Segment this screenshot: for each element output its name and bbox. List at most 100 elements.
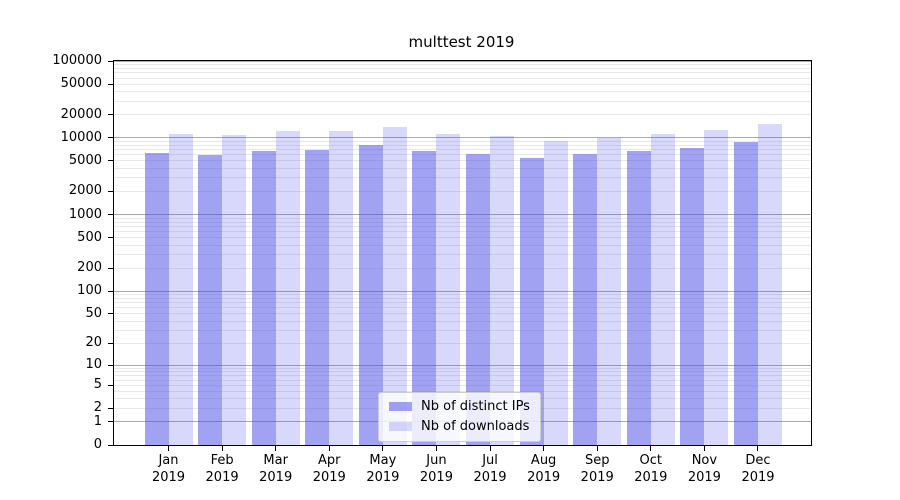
bar-downloads bbox=[543, 140, 568, 445]
y-tick-mark bbox=[108, 160, 113, 162]
minor-gridline bbox=[114, 217, 811, 219]
y-tick-label: 100 bbox=[77, 283, 102, 299]
x-tick-label-line: 2019 bbox=[366, 470, 400, 485]
y-tick-label: 1 bbox=[93, 413, 102, 429]
y-tick-mark bbox=[108, 137, 113, 139]
x-tick-label: Jul 2019 bbox=[450, 452, 530, 486]
x-tick-label: Dec 2019 bbox=[718, 452, 798, 486]
x-tick-label-line: 2019 bbox=[151, 470, 186, 485]
bar-downloads bbox=[275, 130, 300, 445]
minor-gridline bbox=[114, 114, 811, 116]
y-tick-label: 50 bbox=[85, 305, 102, 321]
x-tick-label: Sep 2019 bbox=[557, 452, 637, 486]
x-tick-mark bbox=[650, 446, 652, 451]
major-gridline bbox=[114, 60, 811, 62]
bar-downloads bbox=[329, 130, 354, 445]
x-tick-mark bbox=[703, 446, 705, 451]
x-tick-label-line: 2019 bbox=[473, 470, 507, 485]
minor-gridline bbox=[114, 320, 811, 322]
minor-gridline bbox=[114, 329, 811, 331]
legend-label: Nb of downloads bbox=[421, 419, 530, 434]
minor-gridline bbox=[114, 154, 811, 156]
bar-downloads bbox=[650, 134, 675, 445]
y-tick-label: 20 bbox=[85, 335, 102, 351]
minor-gridline bbox=[114, 77, 811, 79]
minor-gridline bbox=[114, 237, 811, 239]
bar-distinct-ips bbox=[626, 151, 651, 445]
x-tick-label-line: May bbox=[369, 453, 397, 468]
minor-gridline bbox=[114, 167, 811, 169]
bar-distinct-ips bbox=[573, 154, 598, 445]
bar-downloads bbox=[168, 133, 193, 445]
x-tick-label: Feb 2019 bbox=[182, 452, 262, 486]
x-tick-label-line: Apr bbox=[318, 453, 341, 468]
bar-distinct-ips bbox=[144, 153, 169, 445]
x-tick-mark bbox=[543, 446, 545, 451]
x-tick-label-line: 2019 bbox=[580, 470, 614, 485]
legend-label: Nb of distinct IPs bbox=[421, 399, 530, 414]
y-tick-mark bbox=[108, 407, 113, 409]
x-tick-label-line: 2019 bbox=[205, 470, 239, 485]
y-tick-mark bbox=[108, 83, 113, 85]
plot-area: Nb of distinct IPs Nb of downloads bbox=[113, 60, 812, 446]
minor-gridline bbox=[114, 267, 811, 269]
minor-gridline bbox=[114, 72, 811, 74]
x-tick-label-line: Jan bbox=[158, 453, 179, 468]
y-tick-label: 5000 bbox=[68, 152, 102, 168]
x-tick-label-line: Oct bbox=[639, 453, 663, 468]
x-tick-label: Nov 2019 bbox=[664, 452, 744, 486]
bar-downloads bbox=[757, 123, 782, 445]
x-tick-label-line: 2019 bbox=[687, 470, 721, 485]
x-tick-label: May 2019 bbox=[343, 452, 423, 486]
minor-gridline bbox=[114, 67, 811, 69]
y-tick-label: 10000 bbox=[60, 129, 102, 145]
bar-downloads bbox=[597, 138, 622, 445]
minor-gridline bbox=[114, 390, 811, 392]
legend-swatch-downloads bbox=[389, 422, 412, 431]
minor-gridline bbox=[114, 375, 811, 377]
x-tick-mark bbox=[757, 446, 759, 451]
x-tick-label-line: 2019 bbox=[259, 470, 293, 485]
chart-title: multtest 2019 bbox=[408, 33, 515, 51]
y-tick-mark bbox=[108, 114, 113, 116]
x-tick-mark bbox=[168, 446, 169, 451]
minor-gridline bbox=[114, 91, 811, 93]
minor-gridline bbox=[114, 342, 811, 344]
x-tick-label-line: Jun bbox=[426, 453, 447, 468]
y-tick-label: 10 bbox=[85, 357, 102, 373]
bar-distinct-ips bbox=[680, 147, 705, 445]
x-tick-label-line: 2019 bbox=[634, 470, 668, 485]
y-tick-mark bbox=[108, 267, 113, 269]
major-gridline bbox=[114, 290, 811, 292]
x-tick-label-line: Nov bbox=[691, 453, 718, 468]
y-tick-label: 5 bbox=[93, 377, 102, 393]
y-tick-mark bbox=[108, 313, 113, 315]
x-tick-mark bbox=[489, 446, 491, 451]
x-tick-mark bbox=[596, 446, 598, 451]
minor-gridline bbox=[114, 64, 811, 65]
minor-gridline bbox=[114, 297, 811, 299]
minor-gridline bbox=[114, 225, 811, 227]
x-tick-label: Apr 2019 bbox=[289, 452, 369, 486]
y-tick-mark bbox=[108, 237, 113, 239]
x-tick-label: Mar 2019 bbox=[236, 452, 316, 486]
bar-distinct-ips bbox=[198, 154, 223, 445]
y-tick-mark bbox=[108, 384, 113, 386]
y-tick-mark bbox=[108, 190, 113, 192]
y-tick-label: 100000 bbox=[52, 53, 102, 68]
minor-gridline bbox=[114, 294, 811, 296]
minor-gridline bbox=[114, 313, 811, 315]
legend-swatch-distinct-ips bbox=[389, 402, 412, 411]
x-tick-mark bbox=[328, 446, 330, 451]
x-tick-label: Oct 2019 bbox=[611, 452, 691, 486]
minor-gridline bbox=[114, 190, 811, 192]
minor-gridline bbox=[114, 367, 811, 369]
minor-gridline bbox=[114, 221, 811, 223]
x-tick-label-line: Dec bbox=[745, 453, 771, 468]
bar-downloads bbox=[704, 130, 729, 445]
bar-distinct-ips bbox=[305, 149, 330, 445]
y-tick-label: 0 bbox=[93, 437, 102, 452]
bar-distinct-ips bbox=[251, 151, 276, 445]
minor-gridline bbox=[114, 231, 811, 233]
major-gridline bbox=[114, 137, 811, 139]
